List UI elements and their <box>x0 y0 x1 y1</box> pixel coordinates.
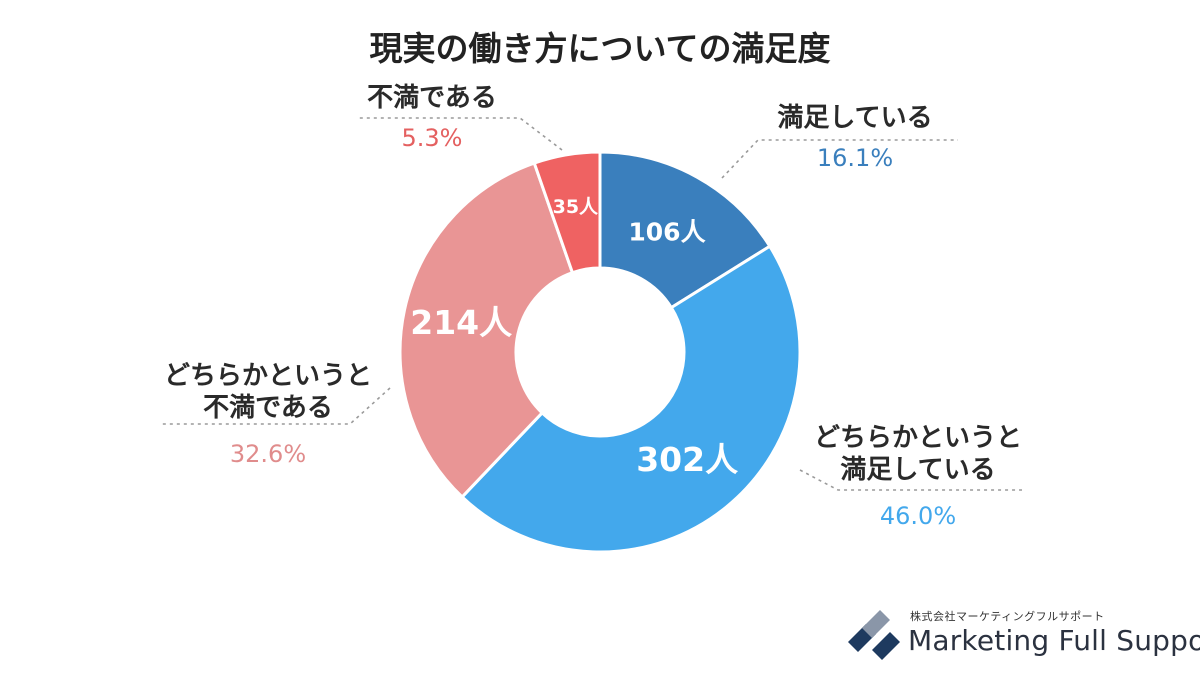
slice-dissatisfied <box>532 150 602 275</box>
logo-brand-name: Marketing Full Support <box>908 624 1200 657</box>
company-logo: 株式会社マーケティングフルサポート Marketing Full Support <box>846 602 1200 666</box>
label-dissatisfied: 不満である 5.3% <box>367 83 497 152</box>
leader-lines <box>162 117 1022 491</box>
chart-title: 現実の働き方についての満足度 <box>369 29 830 68</box>
label-line-somewhat_satisfied-0: どちらかというと <box>814 423 1022 453</box>
slice-count-somewhat_satisfied: 302人 <box>636 440 738 479</box>
percent-dissatisfied: 5.3% <box>402 124 463 152</box>
label-satisfied: 満足している 16.1% <box>777 103 932 172</box>
label-line-somewhat_dissatisfied-1: 不満である <box>203 393 333 423</box>
slice-count-labels: 106人 302人 214人 35人 <box>410 196 738 479</box>
category-labels: 満足している16.1%どちらかというと満足している46.0%どちらかというと不満… <box>164 83 1022 530</box>
label-line-satisfied-0: 満足している <box>777 103 932 133</box>
mfs-logo-mark-icon <box>848 610 900 660</box>
slice-count-dissatisfied: 35人 <box>553 196 599 218</box>
donut-slices <box>398 150 802 554</box>
percent-somewhat_satisfied: 46.0% <box>880 502 956 530</box>
slice-count-somewhat_dissatisfied: 214人 <box>410 303 512 342</box>
logo-company-name: 株式会社マーケティングフルサポート <box>910 610 1105 623</box>
slice-satisfied <box>598 150 772 310</box>
slice-count-satisfied: 106人 <box>628 217 705 246</box>
leader-somewhat_satisfied <box>799 469 1022 491</box>
percent-satisfied: 16.1% <box>817 144 893 172</box>
label-line-somewhat_dissatisfied-0: どちらかというと <box>164 361 372 391</box>
label-line-dissatisfied-0: 不満である <box>367 83 497 113</box>
slice-somewhat_dissatisfied <box>398 161 575 500</box>
percent-somewhat_dissatisfied: 32.6% <box>230 440 306 468</box>
label-line-somewhat_satisfied-1: 満足している <box>840 455 995 485</box>
slice-somewhat_satisfied <box>460 244 802 554</box>
